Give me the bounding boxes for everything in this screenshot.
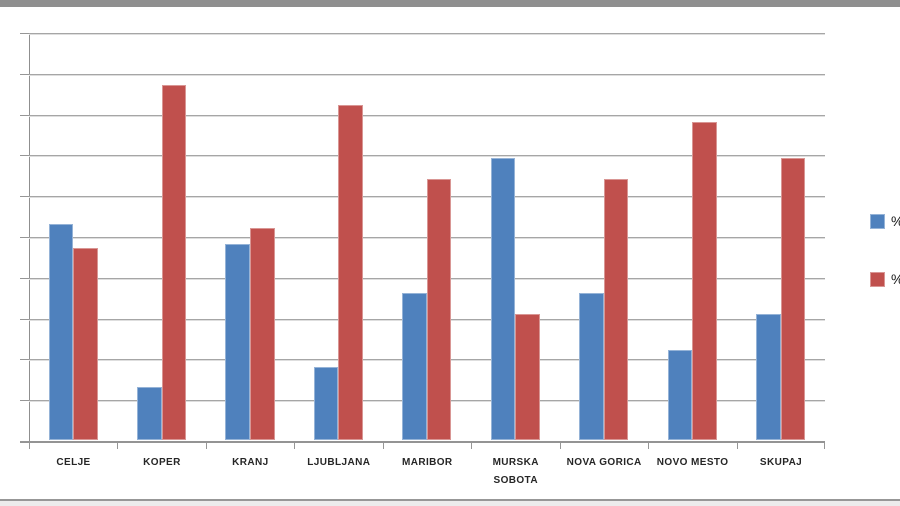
x-axis-tick	[382, 443, 384, 449]
bar-nova-gorica-series-1	[579, 293, 604, 440]
category-label: NOVA GORICA	[560, 454, 649, 472]
bar-nova-gorica-series-2	[603, 178, 629, 440]
category-label-line: MARIBOR	[401, 457, 453, 468]
category-label: MURSKA SOBOTA	[471, 454, 560, 490]
category-label-line: SKUPAJ	[759, 457, 803, 468]
legend-label: %	[891, 271, 900, 287]
legend-marker	[870, 271, 885, 287]
category-label-line: SOBOTA	[493, 475, 538, 486]
x-axis-tick	[294, 443, 296, 449]
bar-ljubljana-series-2	[338, 105, 364, 440]
y-axis-tick	[20, 277, 29, 279]
category-label: NOVO MESTO	[648, 454, 737, 472]
y-axis-tick	[20, 114, 29, 116]
x-axis-tick	[648, 443, 650, 449]
x-axis-tick	[205, 443, 207, 449]
bar-celje-series-2	[73, 248, 98, 440]
x-axis-tick	[471, 443, 473, 449]
y-axis-tick	[20, 73, 29, 75]
category-label-line: NOVA GORICA	[566, 457, 642, 468]
legend-label: %	[891, 213, 900, 229]
x-axis-tick	[736, 443, 738, 449]
window-bottom-border	[0, 499, 900, 501]
x-axis-line	[20, 441, 825, 443]
y-axis-tick	[20, 196, 29, 198]
category-label-line: LJUBLJANA	[307, 457, 371, 468]
y-axis-tick	[20, 155, 29, 157]
category-label: SKUPAJ	[737, 454, 826, 472]
x-axis-tick	[559, 443, 561, 449]
y-axis-tick	[20, 237, 29, 238]
plot-area: CELJE KOPER KRANJ LJUBLJANA MARIBOR MURSKA SOB…	[20, 33, 825, 486]
bar-novo-mesto-series-2	[692, 121, 717, 440]
x-axis-tick	[29, 443, 30, 449]
bar-kranj-series-2	[249, 227, 275, 440]
y-axis-tick	[20, 359, 29, 361]
gridline	[29, 155, 825, 157]
bar-koper-series-2	[161, 85, 187, 440]
category-label-line: KOPER	[143, 457, 181, 468]
bar-murska-sobota-series-1	[490, 158, 516, 440]
category-label: MARIBOR	[383, 454, 472, 472]
x-axis-tick	[824, 443, 825, 449]
gridline	[29, 73, 825, 75]
category-label: LJUBLJANA	[294, 454, 383, 472]
bar-maribor-series-2	[426, 178, 452, 440]
gridline	[29, 33, 825, 34]
gridline	[29, 114, 825, 116]
bar-novo-mesto-series-1	[667, 350, 693, 440]
category-label-line: MURSKA	[492, 457, 539, 468]
category-label: CELJE	[29, 454, 118, 472]
y-axis-tick	[20, 400, 29, 402]
category-label: KRANJ	[206, 454, 295, 472]
window-top-border	[0, 0, 900, 7]
legend-item-series-1: %	[870, 213, 900, 229]
bar-celje-series-1	[48, 223, 74, 440]
y-axis-tick	[20, 441, 29, 442]
window-bottom-strip	[0, 501, 900, 506]
category-label-line: KRANJ	[232, 457, 269, 468]
bar-maribor-series-1	[402, 293, 427, 440]
bar-ljubljana-series-1	[313, 366, 339, 440]
bar-murska-sobota-series-2	[515, 313, 540, 440]
y-axis-tick	[20, 318, 29, 320]
category-label-line: CELJE	[56, 457, 91, 468]
legend-item-series-2: %	[870, 271, 900, 287]
bar-skupaj-series-2	[780, 158, 806, 440]
legend-marker	[870, 213, 885, 229]
bar-kranj-series-1	[225, 244, 250, 440]
category-label-line: NOVO MESTO	[656, 457, 729, 468]
bar-skupaj-series-1	[756, 313, 781, 440]
y-axis-tick	[20, 33, 29, 34]
x-axis-tick	[117, 443, 119, 449]
category-label: KOPER	[117, 454, 206, 472]
bar-koper-series-1	[136, 386, 162, 440]
